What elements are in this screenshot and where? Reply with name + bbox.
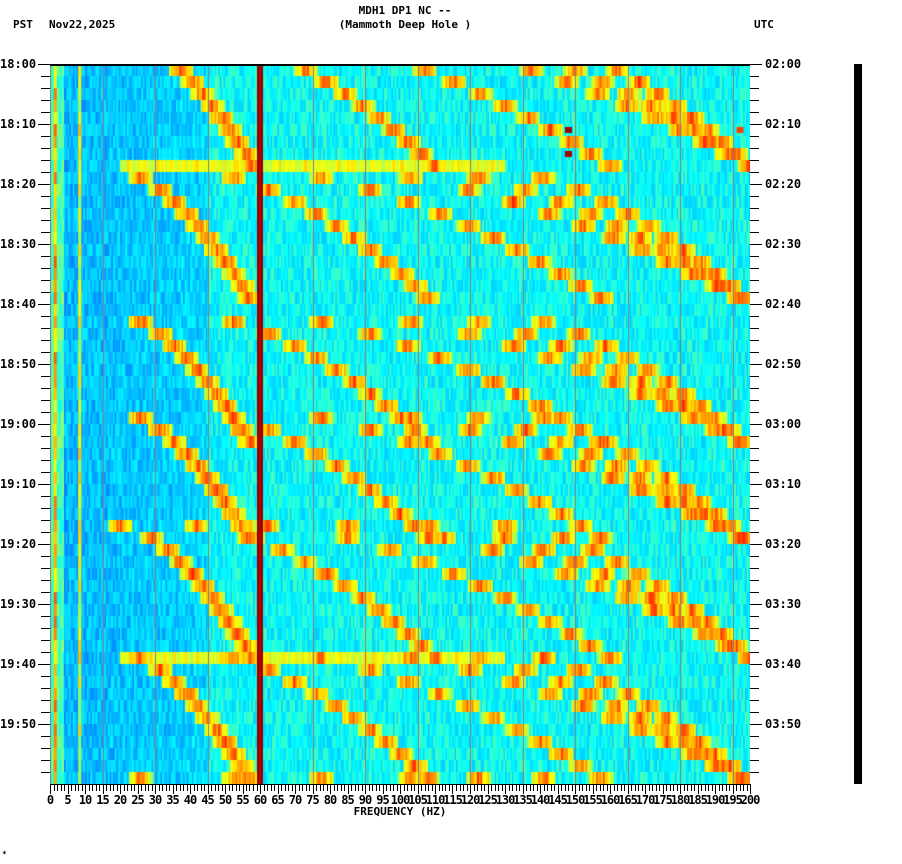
x-tick-label: 85 <box>341 793 354 807</box>
y-tick-label-right: 02:30 <box>765 237 802 251</box>
y-tick-label-left: 19:50 <box>0 717 37 731</box>
y-tick-label-left: 19:00 <box>0 417 37 431</box>
y-tick-label-right: 03:40 <box>765 657 802 671</box>
x-tick-label: 115 <box>443 793 463 807</box>
y-tick-label-left: 19:30 <box>0 597 37 611</box>
x-tick-label: 185 <box>688 793 708 807</box>
y-tick-label-left: 19:40 <box>0 657 37 671</box>
y-tick-label-right: 03:30 <box>765 597 802 611</box>
x-tick-label: 170 <box>635 793 656 807</box>
x-tick-label: 145 <box>548 793 568 807</box>
x-tick-label: 45 <box>201 793 214 807</box>
x-tick-label: 180 <box>670 793 691 807</box>
x-tick-label: 35 <box>166 793 179 807</box>
x-tick-label: 5 <box>64 793 71 807</box>
spectrogram-plot <box>50 64 750 784</box>
plot-top-border <box>50 64 750 66</box>
x-tick-label: 150 <box>565 793 586 807</box>
spectrogram-canvas <box>50 64 750 784</box>
left-timezone-label: PST <box>13 18 33 31</box>
x-axis-title: FREQUENCY (HZ) <box>353 805 447 818</box>
x-tick-label: 130 <box>495 793 516 807</box>
x-tick-label: 40 <box>183 793 197 807</box>
x-tick-label: 25 <box>131 793 144 807</box>
y-tick-label-right: 02:50 <box>765 357 802 371</box>
y-tick-label-left: 18:40 <box>0 297 37 311</box>
y-tick-label-right: 02:10 <box>765 117 802 131</box>
x-tick-label: 20 <box>113 793 127 807</box>
x-tick-label: 125 <box>478 793 498 807</box>
chart-title-site: (Mammoth Deep Hole ) <box>338 18 472 31</box>
x-tick-label: 175 <box>653 793 673 807</box>
chart-title-station: MDH1 DP1 NC -- <box>358 4 452 17</box>
y-tick-label-left: 19:10 <box>0 477 37 491</box>
x-tick-label: 100 <box>390 793 411 807</box>
y-tick-label-right: 02:20 <box>765 177 802 191</box>
x-tick-label: 135 <box>513 793 533 807</box>
x-tick-label: 120 <box>460 793 481 807</box>
x-tick-label: 140 <box>530 793 551 807</box>
x-tick-label: 155 <box>583 793 603 807</box>
x-tick-label: 105 <box>408 793 428 807</box>
x-tick-label: 30 <box>148 793 162 807</box>
x-tick-label: 55 <box>236 793 249 807</box>
corner-mark-icon: ✶ <box>2 848 7 857</box>
x-tick-label: 65 <box>271 793 284 807</box>
x-tick-label: 15 <box>96 793 109 807</box>
x-tick-label: 190 <box>705 793 726 807</box>
y-tick-label-right: 03:00 <box>765 417 802 431</box>
y-tick-label-right: 02:00 <box>765 57 802 71</box>
y-tick-label-left: 19:20 <box>0 537 37 551</box>
date-label: Nov22,2025 <box>49 18 116 31</box>
x-tick-label: 160 <box>600 793 621 807</box>
x-tick-label: 195 <box>723 793 743 807</box>
x-tick-label: 90 <box>358 793 372 807</box>
x-tick-label: 60 <box>253 793 267 807</box>
y-tick-label-left: 18:00 <box>0 57 37 71</box>
right-timezone-label: UTC <box>754 18 774 31</box>
seismogram-trace <box>855 64 861 784</box>
x-tick-label: 110 <box>425 793 446 807</box>
x-tick-label: 200 <box>740 793 761 807</box>
y-tick-label-left: 18:20 <box>0 177 37 191</box>
x-tick-label: 50 <box>218 793 232 807</box>
y-tick-label-right: 03:20 <box>765 537 802 551</box>
x-tick-label: 70 <box>288 793 302 807</box>
y-tick-label-right: 03:50 <box>765 717 802 731</box>
x-tick-label: 165 <box>618 793 638 807</box>
y-tick-label-right: 03:10 <box>765 477 802 491</box>
x-tick-label: 95 <box>376 793 389 807</box>
x-tick-label: 80 <box>323 793 337 807</box>
y-tick-label-left: 18:50 <box>0 357 37 371</box>
x-tick-label: 75 <box>306 793 319 807</box>
y-tick-label-left: 18:30 <box>0 237 37 251</box>
y-tick-label-right: 02:40 <box>765 297 802 311</box>
y-tick-label-left: 18:10 <box>0 117 37 131</box>
x-tick-label: 10 <box>78 793 92 807</box>
x-tick-label: 0 <box>46 793 54 807</box>
